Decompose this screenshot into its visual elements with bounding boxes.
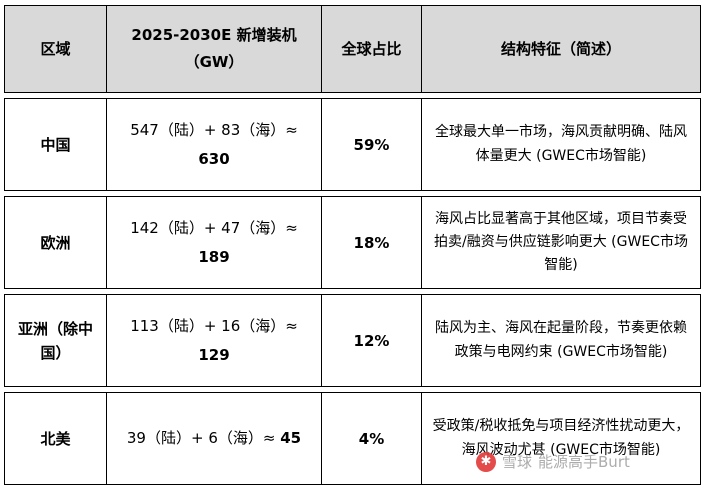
capacity-cell: 547（陆）+ 83（海）≈ 630 — [107, 98, 322, 191]
capacity-expression: 142（陆）+ 47（海）≈ — [130, 219, 298, 237]
col-header-share-label: 全球占比 — [341, 39, 402, 58]
table-row: 北美 39（陆）+ 6（海）≈ 45 4% 受政策/税收抵免与项目经济性扰动更大… — [4, 392, 701, 485]
region-cell: 欧洲 — [4, 196, 107, 289]
capacity-expression: 547（陆）+ 83（海）≈ — [130, 121, 298, 139]
region-cell: 中国 — [4, 98, 107, 191]
capacity-total: 45 — [280, 429, 302, 448]
capacity-total: 189 — [198, 247, 230, 266]
col-header-capacity-line1: 2025-2030E 新增装机 — [131, 26, 297, 44]
region-cell: 亚洲（除中国） — [4, 294, 107, 387]
capacity-cell: 142（陆）+ 47（海）≈ 189 — [107, 196, 322, 289]
col-header-capacity-line2: （GW） — [184, 53, 244, 71]
col-header-feature: 结构特征（简述） — [422, 5, 701, 93]
feature-description: 全球最大单一市场，海风贡献明确、陆风体量更大 (GWEC市场智能) — [435, 124, 687, 164]
region-cell: 北美 — [4, 392, 107, 485]
col-header-region-label: 区域 — [40, 39, 71, 58]
table-row: 亚洲（除中国） 113（陆）+ 16（海）≈ 129 12% 陆风为主、海风在起… — [4, 294, 701, 387]
col-header-share: 全球占比 — [322, 5, 422, 93]
capacity-expression: 113（陆）+ 16（海）≈ — [130, 317, 298, 335]
wind-capacity-table: 区域 2025-2030E 新增装机 （GW） 全球占比 结构特征（简述） 中国… — [4, 0, 701, 490]
share-cell: 12% — [322, 294, 422, 387]
capacity-cell: 39（陆）+ 6（海）≈ 45 — [107, 392, 322, 485]
capacity-total: 129 — [198, 345, 230, 364]
feature-cell: 全球最大单一市场，海风贡献明确、陆风体量更大 (GWEC市场智能) — [422, 98, 701, 191]
share-value: 12% — [353, 331, 390, 350]
feature-description: 海风占比显著高于其他区域，项目节奏受拍卖/融资与供应链影响更大 (GWEC市场智… — [434, 210, 688, 274]
capacity-expression: 39（陆）+ 6（海）≈ — [126, 429, 276, 448]
table-body: 中国 547（陆）+ 83（海）≈ 630 59% 全球最大单一市场，海风贡献明… — [4, 98, 701, 485]
table-row: 欧洲 142（陆）+ 47（海）≈ 189 18% 海风占比显著高于其他区域，项… — [4, 196, 701, 289]
feature-cell: 受政策/税收抵免与项目经济性扰动更大，海风波动尤甚 (GWEC市场智能) — [422, 392, 701, 485]
share-value: 18% — [353, 233, 390, 252]
capacity-total: 630 — [198, 149, 230, 168]
feature-description: 陆风为主、海风在起量阶段，节奏更依赖政策与电网约束 (GWEC市场智能) — [435, 320, 687, 360]
watermark-username: 能源高手Burt — [538, 453, 630, 471]
share-cell: 59% — [322, 98, 422, 191]
region-label: 北美 — [40, 429, 71, 448]
feature-cell: 海风占比显著高于其他区域，项目节奏受拍卖/融资与供应链影响更大 (GWEC市场智… — [422, 196, 701, 289]
table-header: 区域 2025-2030E 新增装机 （GW） 全球占比 结构特征（简述） — [4, 5, 701, 93]
col-header-feature-label: 结构特征（简述） — [500, 39, 621, 58]
share-value: 59% — [353, 135, 390, 154]
header-row: 区域 2025-2030E 新增装机 （GW） 全球占比 结构特征（简述） — [4, 5, 701, 93]
watermark: ✱ 雪球 能源高手Burt — [476, 451, 630, 472]
feature-description: 受政策/税收抵免与项目经济性扰动更大，海风波动尤甚 (GWEC市场智能) — [432, 418, 690, 458]
share-cell: 4% — [322, 392, 422, 485]
table-row: 中国 547（陆）+ 83（海）≈ 630 59% 全球最大单一市场，海风贡献明… — [4, 98, 701, 191]
watermark-site-label: 雪球 — [502, 453, 533, 471]
region-label: 中国 — [40, 135, 71, 154]
region-label: 亚洲（除中国） — [17, 319, 93, 362]
share-value: 4% — [358, 429, 385, 448]
xueqiu-snowflake-icon: ✱ — [476, 451, 496, 472]
feature-cell: 陆风为主、海风在起量阶段，节奏更依赖政策与电网约束 (GWEC市场智能) — [422, 294, 701, 387]
region-label: 欧洲 — [40, 233, 71, 252]
share-cell: 18% — [322, 196, 422, 289]
col-header-region: 区域 — [4, 5, 107, 93]
capacity-cell: 113（陆）+ 16（海）≈ 129 — [107, 294, 322, 387]
col-header-capacity: 2025-2030E 新增装机 （GW） — [107, 5, 322, 93]
